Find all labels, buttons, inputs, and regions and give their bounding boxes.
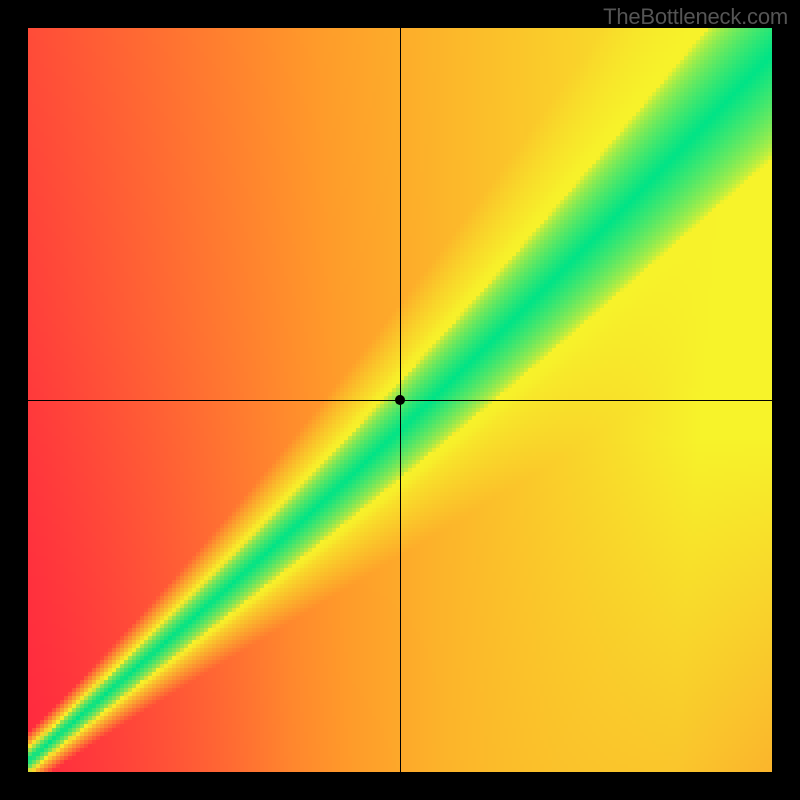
heatmap-canvas bbox=[0, 0, 800, 800]
watermark-label: TheBottleneck.com bbox=[603, 4, 788, 30]
chart-container: TheBottleneck.com bbox=[0, 0, 800, 800]
